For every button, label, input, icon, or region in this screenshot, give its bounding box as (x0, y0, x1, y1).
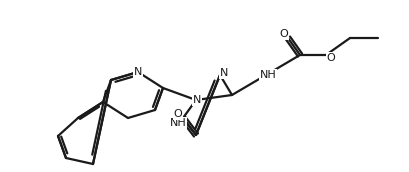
Text: O: O (279, 29, 288, 39)
Text: N: N (192, 95, 201, 105)
Text: NH: NH (169, 118, 186, 128)
Text: N: N (133, 67, 142, 77)
Text: O: O (173, 109, 182, 119)
Text: N: N (219, 68, 228, 78)
Text: NH: NH (259, 70, 276, 80)
Text: O: O (326, 53, 335, 63)
